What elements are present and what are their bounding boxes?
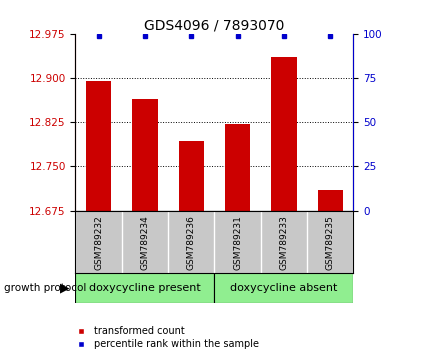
Text: GSM789233: GSM789233 bbox=[279, 216, 288, 270]
Text: GSM789235: GSM789235 bbox=[325, 216, 334, 270]
Bar bbox=[132, 98, 157, 211]
Bar bbox=[317, 190, 342, 211]
Text: ▶: ▶ bbox=[60, 281, 69, 294]
Bar bbox=[224, 124, 250, 211]
Text: GSM789234: GSM789234 bbox=[140, 216, 149, 270]
Title: GDS4096 / 7893070: GDS4096 / 7893070 bbox=[144, 18, 284, 33]
Text: GSM789231: GSM789231 bbox=[233, 216, 242, 270]
Bar bbox=[75, 273, 214, 303]
Text: doxycycline present: doxycycline present bbox=[89, 282, 200, 293]
Legend: transformed count, percentile rank within the sample: transformed count, percentile rank withi… bbox=[71, 326, 258, 349]
Text: GSM789236: GSM789236 bbox=[186, 216, 195, 270]
Text: GSM789232: GSM789232 bbox=[94, 216, 103, 270]
Bar bbox=[86, 81, 111, 211]
Bar bbox=[270, 57, 296, 211]
Bar bbox=[178, 141, 203, 211]
Bar bbox=[214, 273, 353, 303]
Text: growth protocol: growth protocol bbox=[4, 282, 86, 293]
Text: doxycycline absent: doxycycline absent bbox=[230, 282, 337, 293]
